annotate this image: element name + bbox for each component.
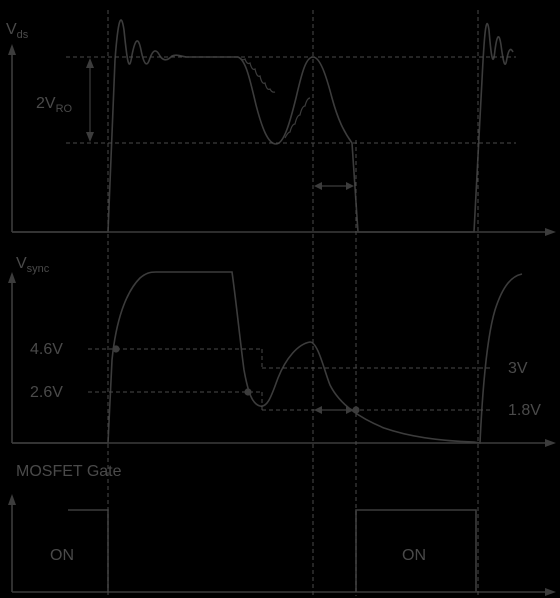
gate-y-arrow — [8, 494, 16, 505]
level-4p6v-label: 4.6V — [30, 341, 63, 358]
gate-on-label-2: ON — [402, 547, 426, 564]
vsync-y-arrow — [8, 272, 16, 283]
marker-4p6v — [112, 345, 120, 353]
gate-x-arrow — [545, 588, 556, 596]
vds-ripple-1 — [239, 57, 276, 93]
vsync-x-arrow — [545, 439, 556, 447]
vds-trace — [12, 19, 514, 233]
amplitude-arrow-bottom — [86, 132, 94, 142]
vsync-trace — [12, 271, 523, 444]
delay-arrow-vsync-left — [314, 406, 322, 414]
marker-2p6v — [244, 388, 252, 396]
vds-x-arrow — [545, 228, 556, 236]
gate-axis-label: MOSFET Gate — [16, 463, 122, 480]
vsync-axis-label: Vsync — [16, 255, 50, 275]
threshold-1p8v-label: 1.8V — [508, 402, 541, 419]
vds-ripple-2 — [284, 97, 311, 139]
level-2p6v-label: 2.6V — [30, 384, 63, 401]
vds-y-arrow — [8, 44, 16, 55]
amplitude-label: 2VRO — [36, 95, 73, 115]
gate-on-label-1: ON — [50, 547, 74, 564]
amplitude-arrow-top — [86, 58, 94, 68]
vds-axis-label: Vds — [6, 21, 29, 41]
delay-arrow-vsync-right — [346, 406, 354, 414]
delay-arrow-vds-right — [346, 182, 354, 190]
delay-arrow-vds-left — [314, 182, 322, 190]
threshold-3v-label: 3V — [508, 360, 528, 377]
marker-1p8v — [352, 406, 360, 414]
